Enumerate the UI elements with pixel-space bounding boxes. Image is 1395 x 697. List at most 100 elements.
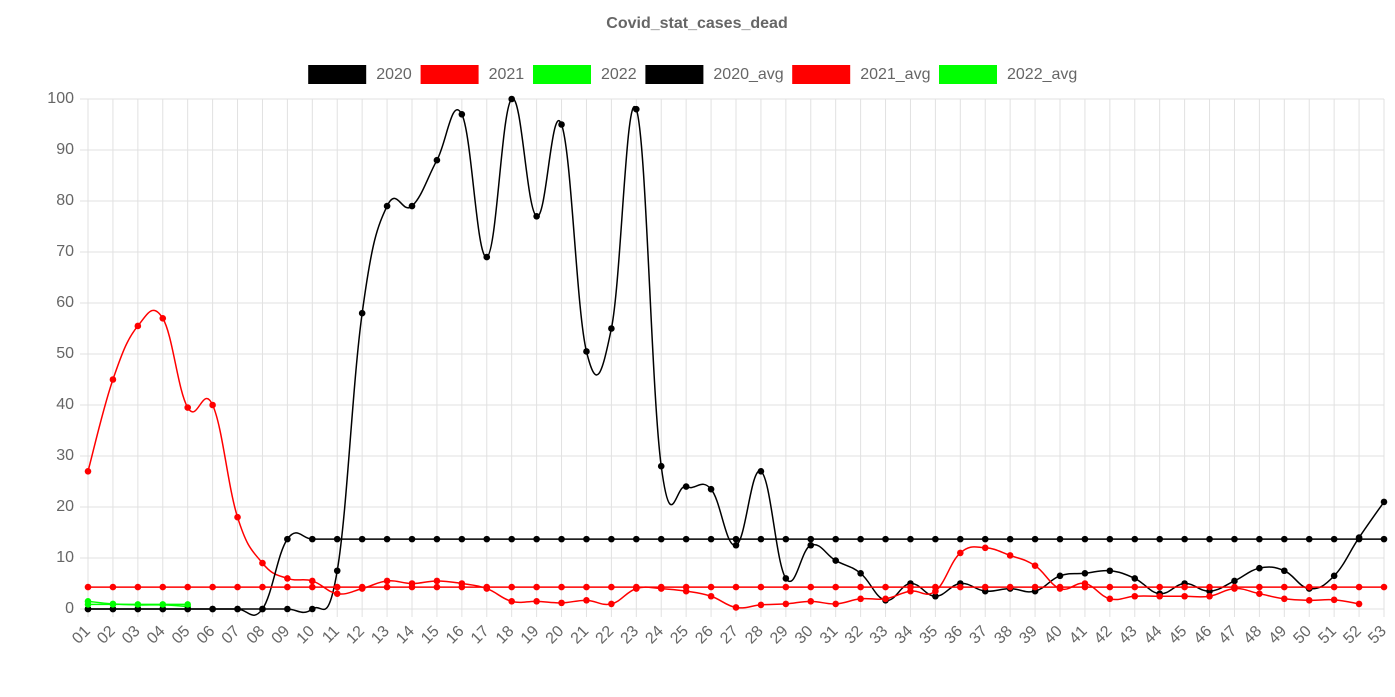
- data-point: [1330, 572, 1338, 580]
- data-point: [832, 557, 839, 564]
- data-point: [633, 583, 640, 591]
- x-tick-label: 26: [692, 623, 717, 648]
- data-point: [508, 583, 515, 591]
- data-point: [1131, 592, 1139, 600]
- data-point: [608, 600, 615, 608]
- data-point: [1206, 583, 1213, 591]
- data-point: [1056, 583, 1064, 591]
- data-point: [583, 597, 590, 604]
- x-tick-label: 37: [966, 623, 991, 648]
- x-tick-label: 53: [1365, 623, 1390, 648]
- x-tick-label: 02: [94, 623, 119, 648]
- data-point: [184, 583, 191, 591]
- data-point: [134, 322, 142, 330]
- data-point: [533, 535, 540, 543]
- data-point: [1081, 570, 1089, 577]
- data-point: [209, 401, 216, 409]
- data-point: [1281, 567, 1288, 575]
- data-point: [1256, 535, 1263, 543]
- data-point: [583, 535, 590, 543]
- data-point: [508, 535, 515, 543]
- data-point: [1106, 595, 1114, 603]
- x-tick-label: 32: [842, 623, 867, 648]
- x-tick-label: 46: [1191, 623, 1216, 648]
- y-tick-label: 80: [56, 192, 74, 209]
- y-tick-label: 60: [56, 294, 74, 311]
- data-point: [309, 583, 316, 591]
- data-point: [981, 583, 989, 591]
- data-point: [782, 575, 790, 582]
- data-point: [309, 535, 316, 543]
- data-point: [558, 535, 565, 543]
- data-point: [981, 544, 989, 552]
- data-point: [583, 348, 590, 355]
- data-point: [433, 156, 441, 164]
- data-point: [782, 583, 790, 591]
- data-point: [707, 485, 715, 493]
- data-point: [1156, 535, 1163, 543]
- data-point: [807, 535, 815, 543]
- x-tick-label: 36: [942, 623, 967, 648]
- data-point: [458, 535, 466, 543]
- data-point: [757, 535, 765, 543]
- data-point: [333, 567, 341, 575]
- x-tick-label: 49: [1266, 623, 1291, 648]
- y-tick-label: 10: [56, 549, 74, 566]
- data-point: [1031, 562, 1039, 569]
- data-point: [383, 577, 391, 585]
- data-point: [358, 309, 366, 317]
- data-point: [458, 583, 466, 591]
- x-tick-label: 41: [1066, 623, 1091, 648]
- data-point: [1305, 597, 1313, 604]
- y-tick-label: 40: [56, 396, 74, 413]
- data-point: [159, 605, 167, 613]
- data-point: [1380, 498, 1388, 506]
- data-point: [857, 595, 864, 603]
- data-point: [1380, 535, 1388, 543]
- data-point: [583, 583, 590, 591]
- x-tick-label: 34: [892, 623, 917, 648]
- data-point: [832, 600, 839, 608]
- data-point: [533, 583, 540, 591]
- data-point: [1181, 535, 1188, 543]
- data-point: [483, 535, 491, 543]
- data-point: [1006, 535, 1014, 543]
- data-point: [857, 583, 864, 591]
- x-tick-label: 18: [493, 623, 518, 648]
- y-tick-label: 50: [56, 345, 74, 362]
- data-point: [682, 483, 690, 490]
- data-point: [1006, 552, 1014, 559]
- x-tick-label: 01: [69, 623, 94, 648]
- data-point: [84, 468, 92, 475]
- data-point: [1106, 567, 1114, 575]
- data-point: [1355, 583, 1363, 591]
- x-tick-label: 20: [543, 623, 568, 648]
- data-point: [284, 535, 291, 543]
- data-point: [1256, 583, 1263, 591]
- data-point: [1256, 564, 1263, 572]
- data-point: [284, 605, 291, 613]
- legend-swatch: [308, 65, 367, 84]
- data-point: [433, 583, 441, 591]
- data-point: [134, 605, 142, 613]
- data-point: [84, 605, 92, 613]
- x-tick-label: 12: [343, 623, 368, 648]
- x-tick-label: 11: [319, 623, 343, 647]
- data-point: [284, 575, 291, 582]
- data-point: [109, 601, 117, 608]
- legend-swatch: [533, 65, 591, 84]
- data-point: [882, 535, 889, 543]
- data-point: [707, 592, 715, 600]
- data-point: [284, 583, 291, 591]
- data-point: [732, 535, 740, 543]
- x-tick-label: 44: [1141, 623, 1166, 648]
- data-point: [159, 583, 167, 591]
- data-point: [957, 535, 964, 543]
- data-point: [757, 583, 765, 591]
- data-point: [657, 462, 665, 470]
- data-point: [558, 121, 565, 128]
- data-point: [333, 583, 341, 591]
- data-point: [309, 605, 316, 613]
- x-tick-label: 30: [792, 623, 817, 648]
